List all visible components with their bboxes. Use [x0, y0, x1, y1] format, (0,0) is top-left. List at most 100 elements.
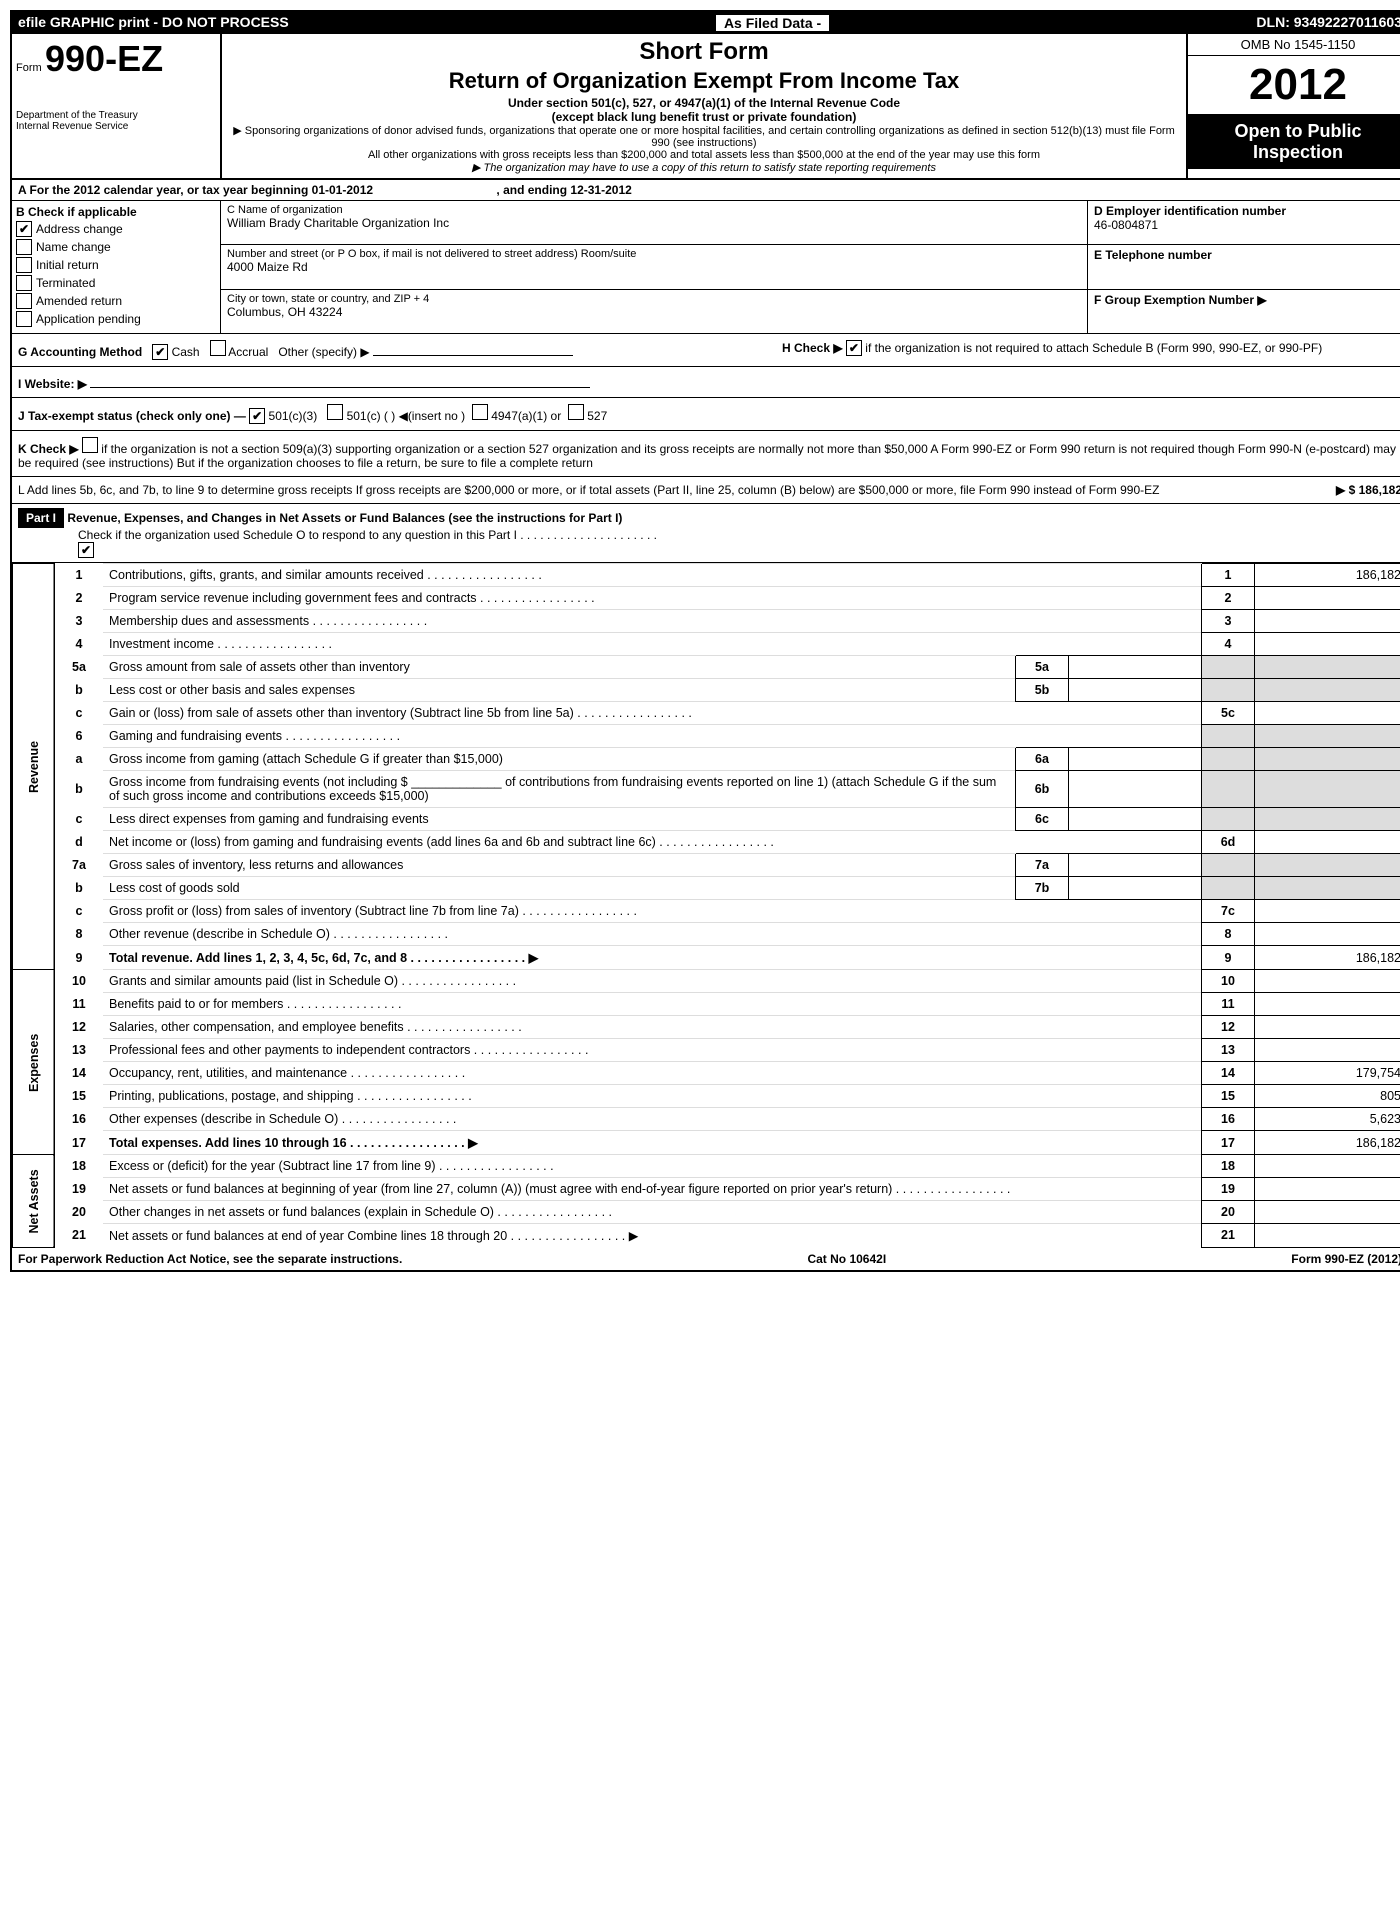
colb-checkbox-2[interactable] [16, 257, 32, 273]
fine-print-1: ▶ Sponsoring organizations of donor advi… [230, 124, 1178, 149]
colb-checkbox-1[interactable] [16, 239, 32, 255]
header-right: OMB No 1545-1150 2012 Open to Public Ins… [1186, 34, 1400, 178]
h-checkbox[interactable]: ✔ [846, 340, 862, 356]
right-line-val [1255, 900, 1400, 923]
mid-line-val [1069, 854, 1202, 877]
line-desc: Professional fees and other payments to … [103, 1039, 1202, 1062]
line-desc: Gain or (loss) from sale of assets other… [103, 702, 1202, 725]
line-no: c [54, 702, 103, 725]
line-no: 6 [54, 725, 103, 748]
right-line-no: 20 [1202, 1201, 1255, 1224]
527-checkbox[interactable] [568, 404, 584, 420]
right-line-val: 805 [1255, 1085, 1400, 1108]
misc-k: K Check ▶ if the organization is not a s… [12, 431, 1400, 477]
right-line-val [1255, 923, 1400, 946]
line-row-7b: bLess cost of goods sold7b [13, 877, 1400, 900]
colb-item-5: Application pending [16, 311, 216, 327]
line-no: 21 [54, 1224, 103, 1248]
other-specify-input[interactable] [373, 341, 573, 356]
line-row-17: 17Total expenses. Add lines 10 through 1… [13, 1131, 1400, 1155]
ein-cell: D Employer identification number 46-0804… [1088, 201, 1400, 245]
line-no: 19 [54, 1178, 103, 1201]
line-row-5c: cGain or (loss) from sale of assets othe… [13, 702, 1400, 725]
part1-schedule-o-checkbox[interactable]: ✔ [78, 542, 94, 558]
row-a-tax-year: A For the 2012 calendar year, or tax yea… [12, 180, 1400, 201]
line-row-3: 3Membership dues and assessments . . . .… [13, 610, 1400, 633]
org-name: William Brady Charitable Organization In… [227, 216, 1081, 230]
misc-l: L Add lines 5b, 6c, and 7b, to line 9 to… [12, 477, 1400, 504]
right-line-no: 21 [1202, 1224, 1255, 1248]
title-short-form: Short Form [230, 38, 1178, 66]
right-line-no: 19 [1202, 1178, 1255, 1201]
mid-line-no: 6a [1016, 748, 1069, 771]
right-line-no: 3 [1202, 610, 1255, 633]
4947-checkbox[interactable] [472, 404, 488, 420]
line-row-5a: 5aGross amount from sale of assets other… [13, 656, 1400, 679]
omb-number: OMB No 1545-1150 [1188, 34, 1400, 56]
line-desc: Gross sales of inventory, less returns a… [103, 854, 1016, 877]
line-row-11: 11Benefits paid to or for members . . . … [13, 993, 1400, 1016]
line-no: 15 [54, 1085, 103, 1108]
footer-right: Form 990-EZ (2012) [1291, 1252, 1400, 1266]
mid-line-no: 7a [1016, 854, 1069, 877]
topbar-mid: As Filed Data - [715, 14, 830, 32]
accrual-checkbox[interactable] [210, 340, 226, 356]
right-line-no: 16 [1202, 1108, 1255, 1131]
line-desc: Less cost of goods sold [103, 877, 1016, 900]
line-row-7a: 7aGross sales of inventory, less returns… [13, 854, 1400, 877]
org-addr-cell: Number and street (or P O box, if mail i… [221, 245, 1087, 289]
org-name-cell: C Name of organization William Brady Cha… [221, 201, 1087, 245]
501c-checkbox[interactable] [327, 404, 343, 420]
line-no: 4 [54, 633, 103, 656]
line-no: c [54, 900, 103, 923]
part-1-header: Part I Revenue, Expenses, and Changes in… [12, 504, 1400, 563]
line-desc: Gaming and fundraising events . . . . . … [103, 725, 1202, 748]
colb-checkbox-3[interactable] [16, 275, 32, 291]
line-row-2: 2Program service revenue including gover… [13, 587, 1400, 610]
cash-checkbox[interactable]: ✔ [152, 344, 168, 360]
colb-checkbox-0[interactable]: ✔ [16, 221, 32, 237]
line-row-5b: bLess cost or other basis and sales expe… [13, 679, 1400, 702]
right-line-val [1255, 610, 1400, 633]
colb-item-1: Name change [16, 239, 216, 255]
line-desc: Other revenue (describe in Schedule O) .… [103, 923, 1202, 946]
right-line-no: 13 [1202, 1039, 1255, 1062]
line-no: 2 [54, 587, 103, 610]
main-line-table: Revenue1Contributions, gifts, grants, an… [12, 563, 1400, 1248]
website-input[interactable] [90, 373, 590, 388]
right-line-val [1255, 702, 1400, 725]
mid-line-val [1069, 771, 1202, 808]
form-prefix: Form [16, 62, 42, 74]
line-desc: Net assets or fund balances at beginning… [103, 1178, 1202, 1201]
col-c-org-info: C Name of organization William Brady Cha… [221, 201, 1087, 333]
colb-item-0: ✔Address change [16, 221, 216, 237]
line-desc: Excess or (deficit) for the year (Subtra… [103, 1155, 1202, 1178]
page-footer: For Paperwork Reduction Act Notice, see … [12, 1248, 1400, 1270]
header-left: Form 990-EZ Department of the Treasury I… [12, 34, 222, 178]
subtitle-2: (except black lung benefit trust or priv… [230, 110, 1178, 124]
line-desc: Other expenses (describe in Schedule O) … [103, 1108, 1202, 1131]
line-row-19: 19Net assets or fund balances at beginni… [13, 1178, 1400, 1201]
misc-j-tax-status: J Tax-exempt status (check only one) — ✔… [12, 398, 1400, 431]
line-no: 14 [54, 1062, 103, 1085]
line-desc: Membership dues and assessments . . . . … [103, 610, 1202, 633]
colb-checkbox-4[interactable] [16, 293, 32, 309]
line-row-13: 13Professional fees and other payments t… [13, 1039, 1400, 1062]
line-desc: Less direct expenses from gaming and fun… [103, 808, 1016, 831]
mid-line-val [1069, 748, 1202, 771]
colb-checkbox-5[interactable] [16, 311, 32, 327]
form-990ez: efile GRAPHIC print - DO NOT PROCESS As … [10, 10, 1400, 1272]
line-no: c [54, 808, 103, 831]
line-no: 10 [54, 970, 103, 993]
mid-line-val [1069, 656, 1202, 679]
line-desc: Gross income from fundraising events (no… [103, 771, 1016, 808]
org-city-cell: City or town, state or country, and ZIP … [221, 290, 1087, 333]
501c3-checkbox[interactable]: ✔ [249, 408, 265, 424]
k-checkbox[interactable] [82, 437, 98, 453]
right-line-val [1255, 1039, 1400, 1062]
right-line-no: 17 [1202, 1131, 1255, 1155]
right-line-val: 186,182 [1255, 1131, 1400, 1155]
line-desc: Grants and similar amounts paid (list in… [103, 970, 1202, 993]
fine-print-2: All other organizations with gross recei… [230, 149, 1178, 161]
section-bcdef: B Check if applicable ✔Address changeNam… [12, 201, 1400, 334]
